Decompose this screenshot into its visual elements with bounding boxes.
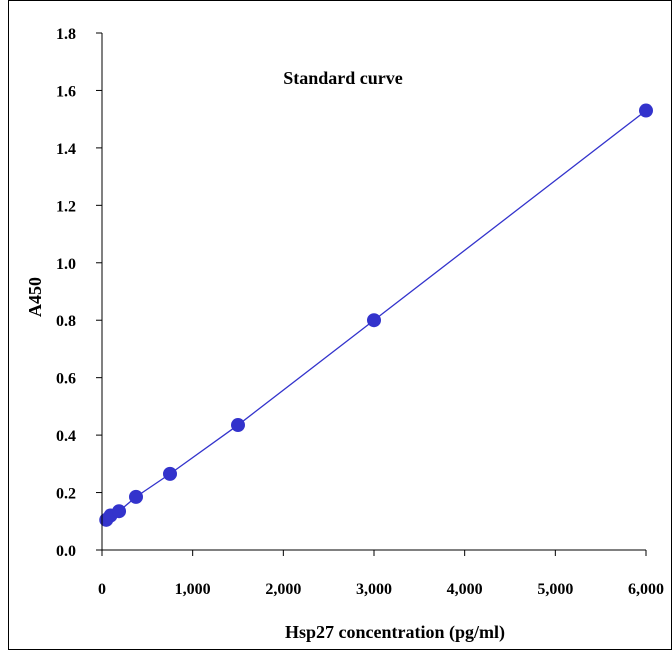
data-point: [163, 466, 177, 481]
y-tick-label: 1.8: [56, 26, 76, 43]
plot-area: 0.0 0.2 0.4 0.6 0.8 1.0 1.2 1.4 1.6 1.8 0 1,000 2,0…: [56, 26, 664, 598]
data-point: [112, 504, 127, 519]
y-tick-label: 1.2: [56, 198, 76, 215]
x-tick-label: 6,000: [628, 581, 664, 598]
x-tick-label: 4,000: [447, 581, 483, 598]
y-tick-label: 0.6: [56, 371, 76, 388]
chart-title: Standard curve: [283, 68, 403, 88]
x-tick-label: 5,000: [537, 581, 573, 598]
y-tick-label: 0.0: [56, 543, 76, 560]
y-tick-label: 1.4: [56, 141, 76, 158]
x-tick-label: 0: [98, 581, 106, 598]
x-tick-label: 3,000: [356, 581, 392, 598]
data-point: [367, 313, 381, 328]
x-tick-label: 2,000: [265, 581, 301, 598]
data-point: [129, 489, 143, 504]
x-tick-label: 1,000: [175, 581, 211, 598]
y-tick-label: 0.8: [56, 313, 76, 330]
points-layer: [99, 103, 653, 527]
y-tick-label: 0.4: [56, 428, 76, 445]
data-point: [639, 103, 653, 118]
x-axis-title: Hsp27 concentration (pg/ml): [285, 622, 505, 643]
x-axis-ticks: 0 1,000 2,000 3,000 4,000 5,000 6,000: [98, 550, 664, 598]
chart-frame: [8, 0, 672, 650]
y-tick-label: 0.2: [56, 486, 76, 503]
y-axis-title: A450: [25, 277, 45, 317]
data-point: [231, 418, 245, 433]
y-tick-label: 1.6: [56, 83, 76, 100]
y-tick-label: 1.0: [56, 256, 76, 273]
y-axis-ticks: 0.0 0.2 0.4 0.6 0.8 1.0 1.2 1.4 1.6 1.8: [56, 26, 102, 560]
